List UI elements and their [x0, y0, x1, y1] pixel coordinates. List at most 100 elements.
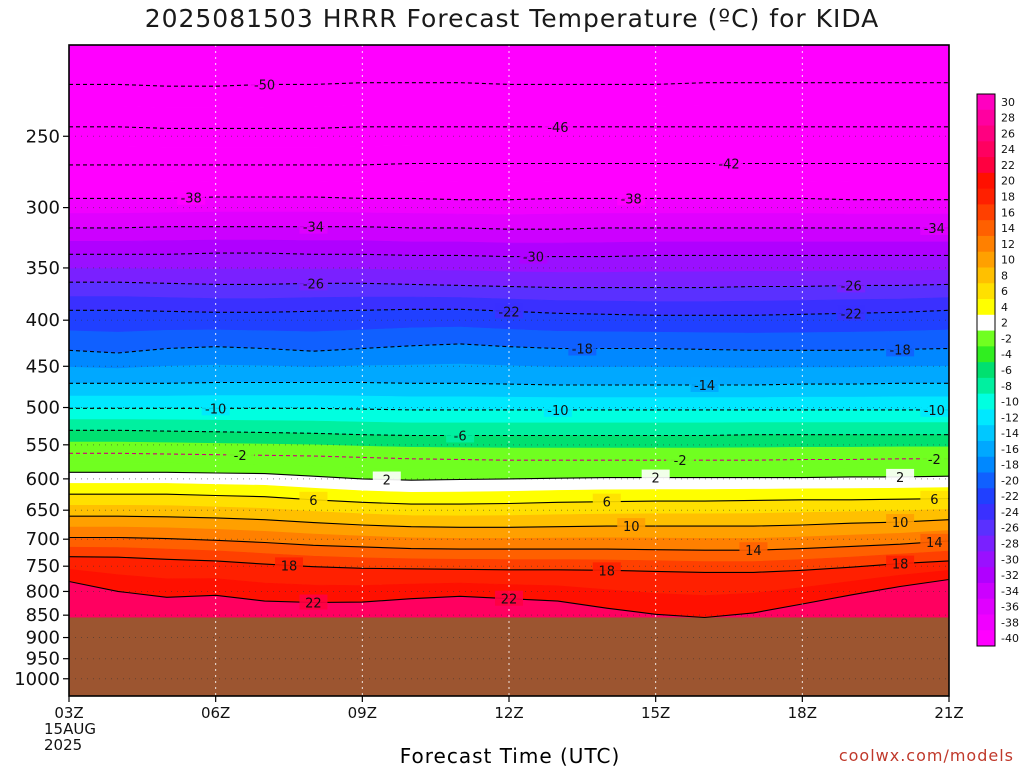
contour-label-bg — [299, 491, 328, 507]
y-tick-label: 900 — [26, 628, 60, 649]
contour-label: -10 — [547, 404, 568, 419]
colorbar-tick-label: -6 — [1001, 364, 1012, 377]
gridlines — [69, 45, 949, 696]
contour-label-bg — [920, 219, 949, 235]
x-tick-label: 06Z — [201, 704, 230, 722]
colorbar-swatch — [977, 582, 995, 600]
y-tick-label: 350 — [26, 258, 60, 279]
contour-label-bg — [739, 542, 768, 558]
colorbar-tick-label: 20 — [1001, 175, 1015, 188]
colorbar-swatch — [977, 141, 995, 158]
contour-label-bg — [299, 594, 328, 610]
contour-label: 2 — [896, 471, 904, 486]
colorbar-tick-label: -32 — [1001, 569, 1019, 582]
y-tick-label: 400 — [26, 310, 60, 331]
contour-label: -14 — [694, 379, 715, 394]
contour-label-bg — [568, 340, 597, 356]
contour-label: 10 — [892, 516, 909, 531]
colorbar-swatch — [977, 488, 995, 505]
contour-label-bg — [226, 446, 255, 462]
contour-label-bg — [886, 468, 915, 484]
colorbar-tick-label: 12 — [1001, 238, 1015, 251]
ground-below-surface — [69, 617, 949, 696]
colorbar-swatch — [977, 440, 995, 458]
colorbar-swatch — [977, 598, 995, 615]
y-tick-label: 300 — [26, 198, 60, 219]
y-tick-label: 550 — [26, 435, 60, 456]
contour-label-bg — [446, 427, 475, 443]
contour-label: 18 — [281, 559, 298, 574]
colorbar-swatch — [977, 456, 995, 474]
contour-label: -10 — [924, 404, 945, 419]
chart-title: 2025081503 HRRR Forecast Temperature (ºC… — [144, 4, 880, 33]
x-tick-label: 12Z — [494, 704, 523, 722]
contour-label-bg — [543, 401, 572, 417]
y-tick-label: 1000 — [14, 669, 60, 690]
contour-label-bg — [299, 275, 328, 291]
colorbar-tick-label: 10 — [1001, 254, 1015, 267]
y-tick-label: 500 — [26, 398, 60, 419]
isotherm-labels: -50-46-42-38 -38-34 -34-30-26 -26-22 -22-18-… — [177, 76, 949, 612]
colorbar-swatch — [977, 283, 995, 300]
y-tick-label: 800 — [26, 581, 60, 602]
contour-label: -50 — [254, 78, 275, 93]
contour-label: -2 — [234, 449, 247, 464]
x-tick-sublabel: 15AUG — [44, 720, 96, 738]
contour-label: -34 — [924, 222, 945, 237]
contour-label-bg — [617, 518, 646, 534]
contour-label-bg — [886, 514, 915, 530]
colorbar-tick-label: -12 — [1001, 411, 1019, 424]
colorbar-tick-label: -10 — [1001, 396, 1019, 409]
contour-label-bg — [201, 400, 230, 416]
contour-label: 18 — [599, 564, 616, 579]
contour-label: 18 — [892, 558, 909, 573]
colorbar-tick-label: -20 — [1001, 474, 1019, 487]
contour-label: 2 — [383, 474, 391, 489]
contour-label-bg — [641, 469, 670, 485]
contour-label: 6 — [603, 496, 611, 511]
colorbar-swatch — [977, 314, 995, 332]
contour-label-bg — [715, 155, 743, 171]
contour-label-bg — [250, 76, 279, 92]
contour-line — [69, 343, 949, 354]
colorbar-swatch — [977, 157, 995, 174]
contour-label-bg — [495, 303, 523, 319]
colorbar-tick-label: -24 — [1001, 506, 1019, 519]
colorbar-swatch — [977, 346, 995, 363]
contour-label: -38 — [621, 192, 642, 207]
contour-label-bg — [886, 555, 915, 571]
colorbar-tick-label: 28 — [1001, 112, 1015, 125]
colorbar-swatch — [977, 409, 995, 426]
colorbar-tick-label: -22 — [1001, 490, 1019, 503]
contour-label: 10 — [623, 520, 640, 535]
colorbar-swatch — [977, 504, 995, 521]
contour-label: -22 — [841, 307, 862, 322]
colorbar-tick-label: -28 — [1001, 537, 1019, 550]
colorbar-swatch — [977, 299, 995, 316]
contour-line — [69, 515, 949, 528]
contour-label: -46 — [547, 121, 568, 136]
y-tick-label: 750 — [26, 556, 60, 577]
colorbar-swatch — [977, 235, 995, 253]
colorbar-tick-label: -40 — [1001, 632, 1019, 645]
colorbar-swatch — [977, 330, 995, 347]
colorbar-tick-label: 4 — [1001, 301, 1008, 314]
colorbar-swatch — [977, 472, 995, 489]
y-tick-label: 700 — [26, 529, 60, 550]
contour-label-bg — [592, 493, 621, 509]
colorbar-tick-label: -26 — [1001, 522, 1019, 535]
contour-label: -42 — [718, 157, 739, 172]
contour-line — [69, 556, 949, 573]
contour-label-bg — [275, 557, 303, 573]
colorbar-swatch — [977, 377, 995, 395]
x-tick-label: 03Z — [54, 704, 83, 722]
colorbar-swatch — [977, 220, 995, 237]
contour-label-bg — [920, 450, 949, 466]
contour-line — [69, 493, 949, 505]
contour-label: -22 — [498, 305, 519, 320]
contour-label-bg — [519, 248, 548, 264]
contour-label: -34 — [303, 221, 324, 236]
temp-band — [69, 382, 949, 398]
contour-label: 22 — [305, 597, 322, 612]
